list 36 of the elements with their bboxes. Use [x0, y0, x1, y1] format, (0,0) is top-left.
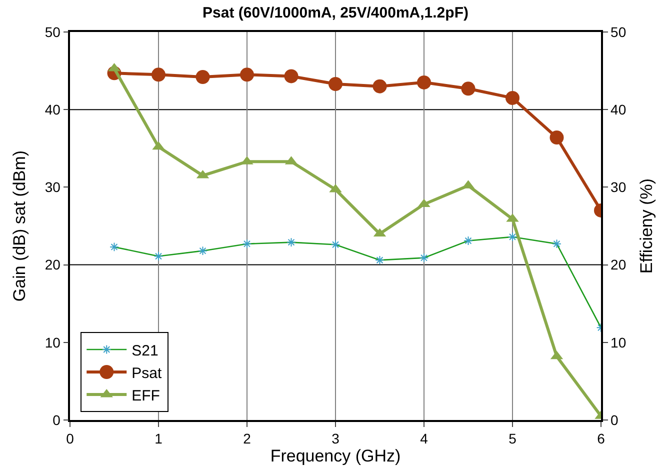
y2-tick-label: 50: [610, 24, 626, 40]
x-tick-label: 4: [420, 430, 428, 447]
x-tick-label: 5: [508, 430, 517, 447]
point: [372, 79, 387, 94]
point: [550, 130, 564, 145]
y2-tick-label: 20: [610, 256, 626, 273]
y2-axis-title: Efficieny (%): [637, 178, 656, 274]
legend-label: Psat: [132, 364, 162, 382]
y-tick-label: 0: [52, 412, 61, 428]
y2-tick-label: 10: [610, 334, 626, 350]
y2-tick-label: 30: [610, 179, 626, 196]
y2-tick-label: 40: [610, 102, 626, 118]
y-tick-label: 10: [44, 334, 61, 350]
x-tick-label: 3: [332, 430, 340, 447]
point: [506, 90, 520, 105]
point: [152, 68, 166, 82]
x-tick-label: 1: [154, 430, 163, 447]
point: [461, 82, 476, 96]
x-tick-label: 6: [597, 430, 606, 447]
chart-title: Psat (60V/1000mA, 25V/400mA,1.2pF): [202, 4, 468, 22]
point: [417, 75, 431, 90]
x-axis-title: Frequency (GHz): [270, 446, 401, 466]
point: [240, 68, 254, 82]
y-tick-label: 50: [44, 24, 61, 40]
x-tick-label: 0: [66, 430, 74, 447]
y2-tick-label: 0: [610, 412, 619, 428]
point: [284, 69, 298, 84]
point: [328, 76, 342, 91]
y-tick-label: 30: [44, 179, 61, 196]
point: [196, 70, 210, 84]
y-tick-label: 20: [44, 256, 61, 273]
x-tick-label: 2: [243, 430, 252, 447]
y-tick-label: 40: [44, 102, 61, 118]
legend-label: S21: [132, 342, 158, 360]
y-axis-title: Gain (dB) sat (dBm): [10, 150, 29, 302]
legend-label: EFF: [132, 387, 160, 404]
